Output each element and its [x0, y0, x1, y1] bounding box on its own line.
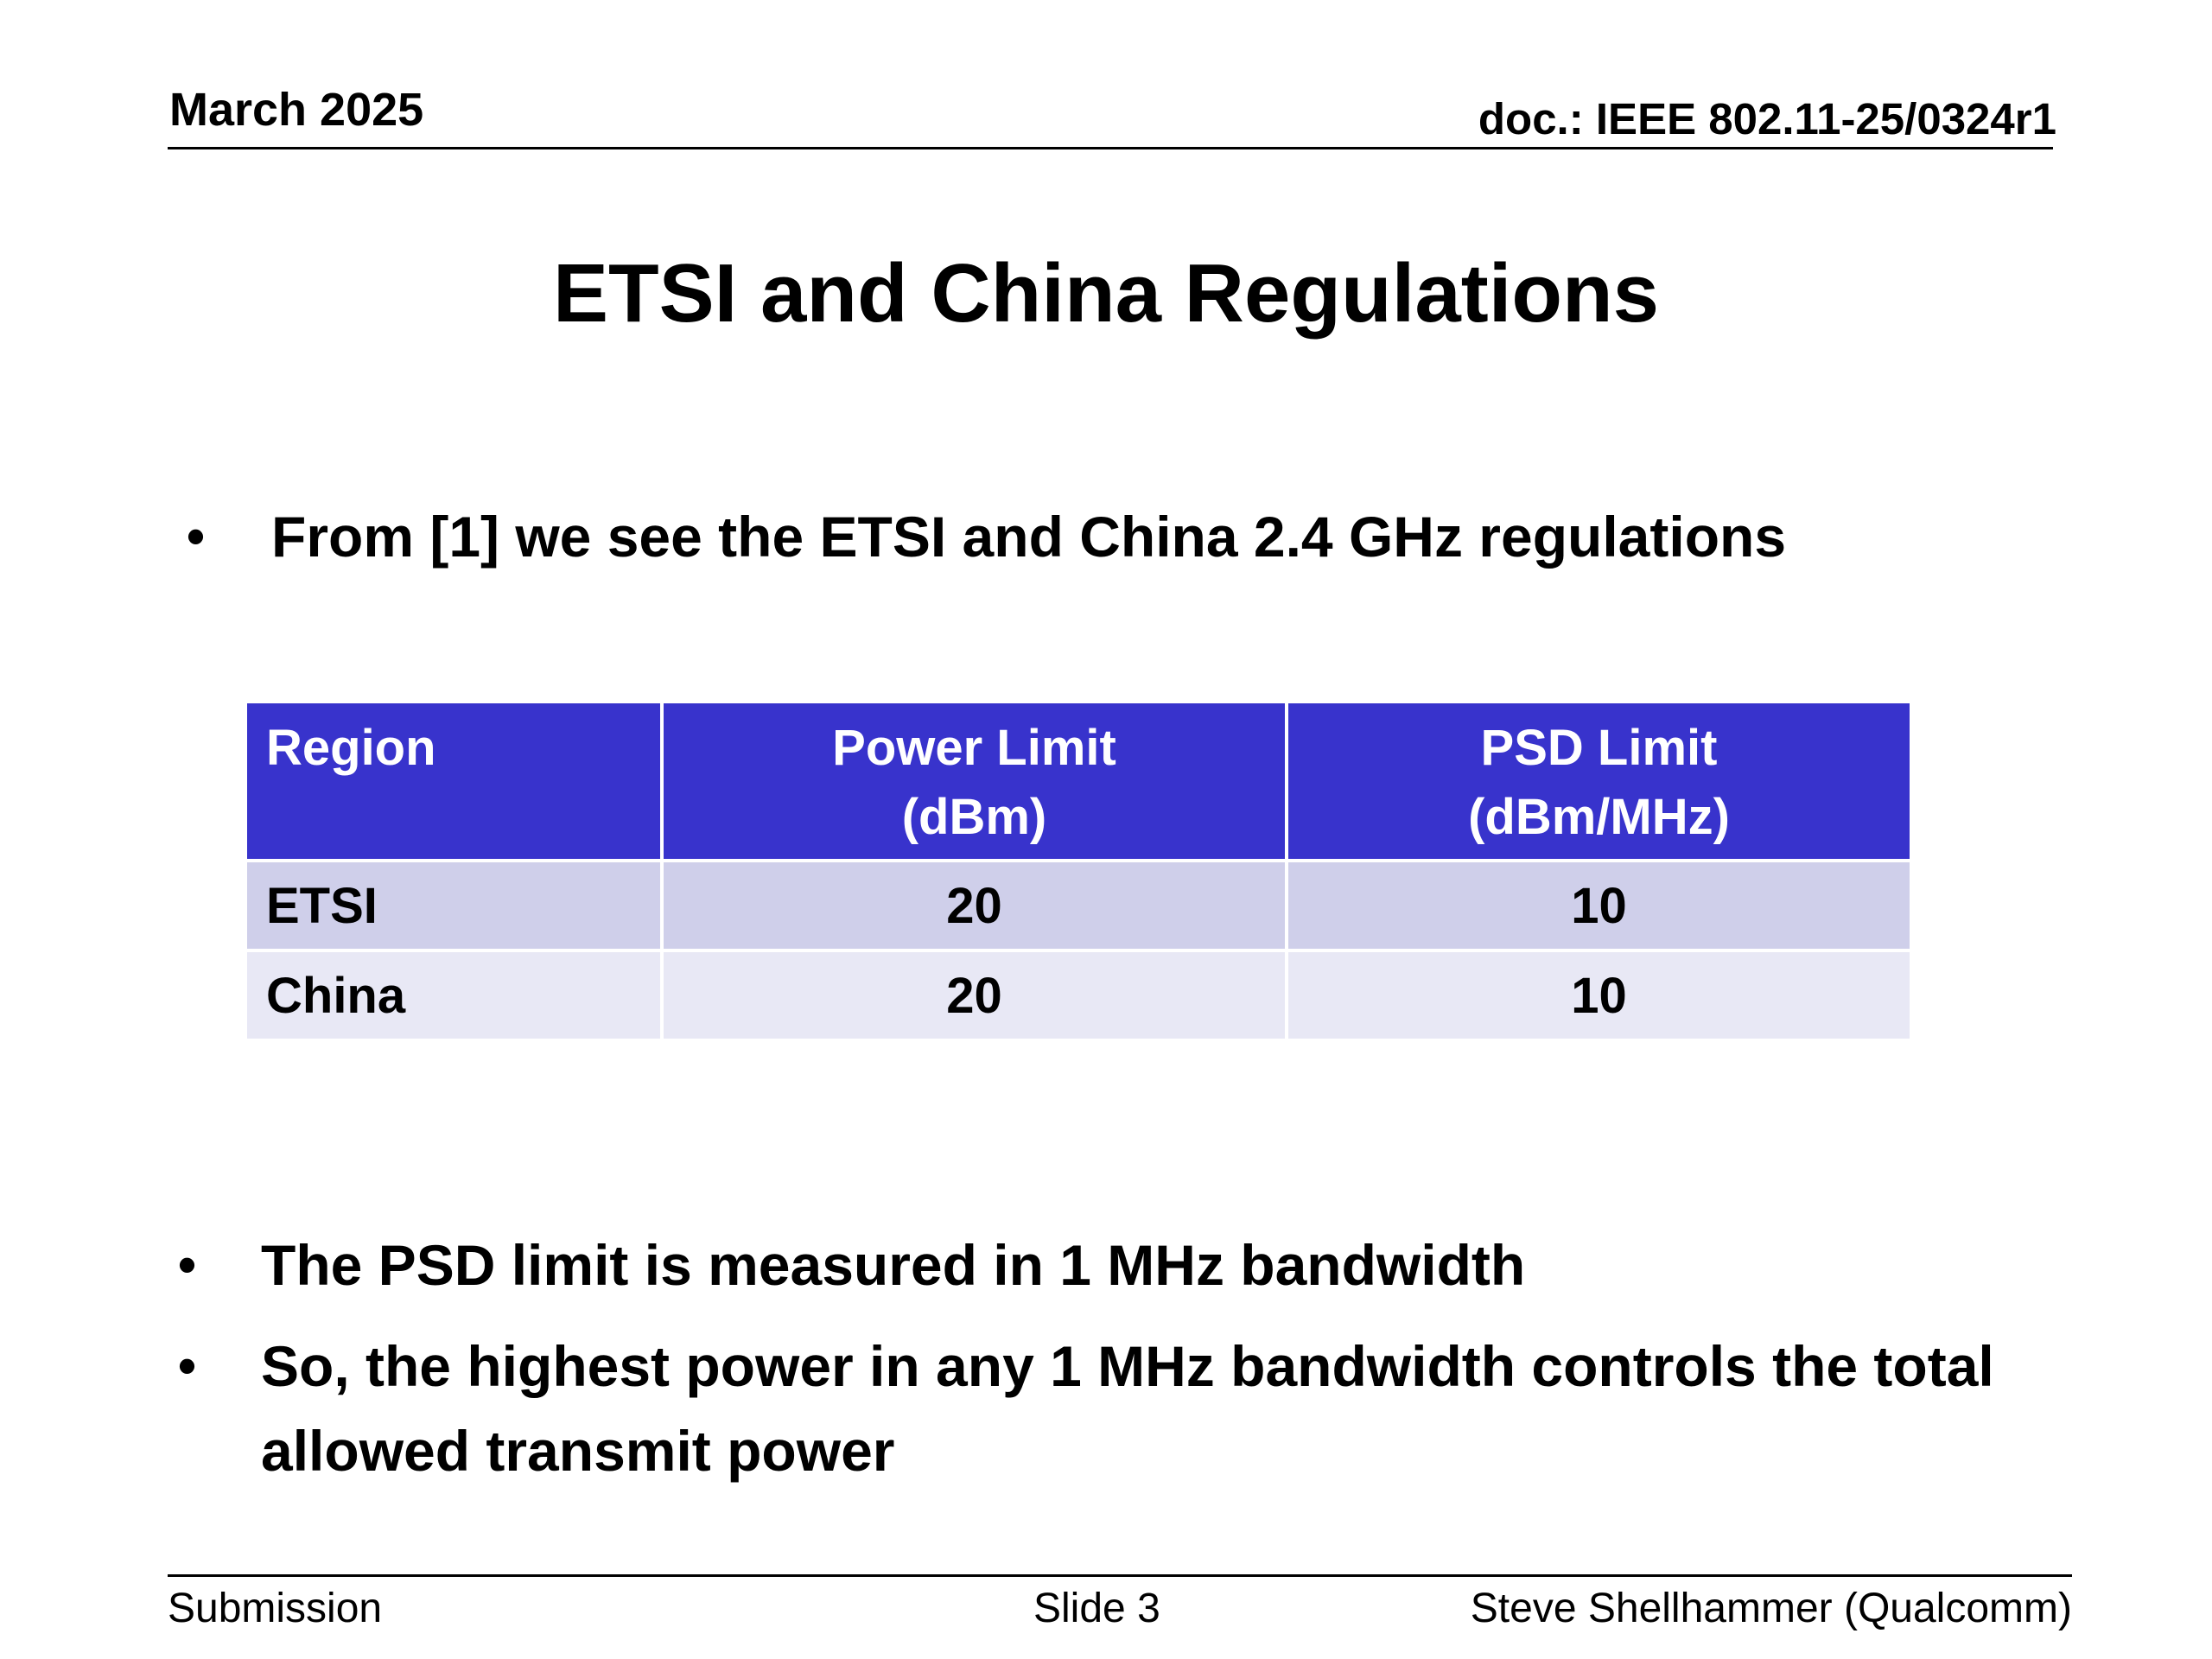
- footer-author: Steve Shellhammer (Qualcomm): [1470, 1586, 2072, 1631]
- cell-power-limit: 20: [660, 859, 1288, 952]
- regulations-table: Region Power Limit (dBm) PSD Limit (dBm/…: [244, 700, 1913, 1042]
- cell-psd-limit: 10: [1285, 949, 1913, 1042]
- bullet-conclusion: • So, the highest power in any 1 MHz ban…: [178, 1324, 2079, 1497]
- footer-slide-number: Slide 3: [1033, 1586, 1160, 1631]
- column-header-power-limit: Power Limit (dBm): [660, 700, 1288, 862]
- bullet-psd-measure-text: The PSD limit is measured in 1 MHz bandw…: [261, 1233, 1526, 1297]
- footer-submission: Submission: [168, 1586, 383, 1631]
- slide-title: ETSI and China Regulations: [552, 247, 1660, 340]
- bullet-psd-measure: • The PSD limit is measured in 1 MHz ban…: [178, 1223, 2079, 1309]
- table-row: China 20 10: [244, 949, 1913, 1042]
- column-header-region: Region: [244, 700, 664, 862]
- footer-divider: [168, 1574, 2072, 1577]
- bullet-intro-text: From [1] we see the ETSI and China 2.4 G…: [271, 505, 1787, 569]
- bullet-conclusion-text: So, the highest power in any 1 MHz bandw…: [261, 1334, 1994, 1483]
- table-header-row: Region Power Limit (dBm) PSD Limit (dBm/…: [244, 700, 1913, 862]
- bullet-marker: •: [178, 1337, 197, 1395]
- column-header-psd-limit: PSD Limit (dBm/MHz): [1285, 700, 1913, 862]
- table-row: ETSI 20 10: [244, 859, 1913, 952]
- bullet-marker: •: [178, 1236, 197, 1294]
- cell-region: China: [244, 949, 664, 1042]
- bullet-marker: •: [187, 507, 206, 565]
- cell-region: ETSI: [244, 859, 664, 952]
- header-date: March 2025: [169, 84, 424, 136]
- header-divider: [168, 147, 2053, 149]
- cell-power-limit: 20: [660, 949, 1288, 1042]
- header-doc-id: doc.: IEEE 802.11-25/0324r1: [1478, 94, 2056, 143]
- bullet-intro: • From [1] we see the ETSI and China 2.4…: [187, 494, 2088, 581]
- cell-psd-limit: 10: [1285, 859, 1913, 952]
